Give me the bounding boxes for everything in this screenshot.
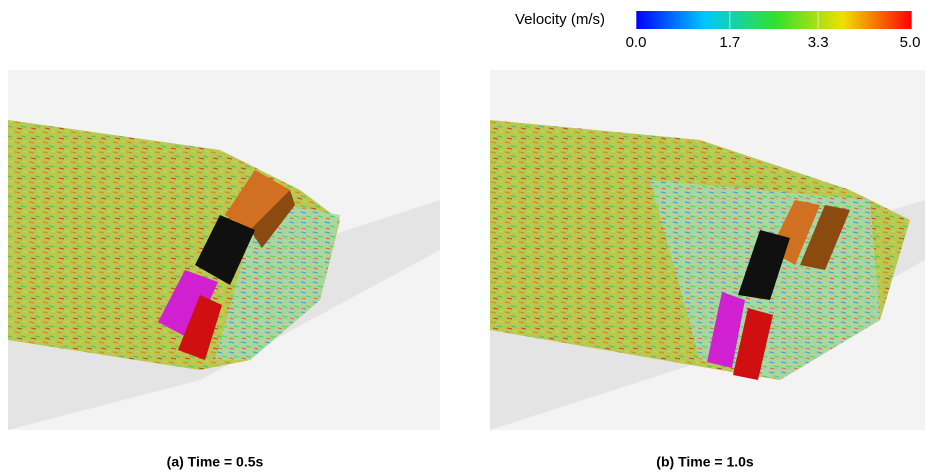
panel-a-image bbox=[8, 70, 440, 430]
colorbar-tick-label: 3.3 bbox=[808, 34, 829, 51]
colorbar-tick-label: 1.7 bbox=[719, 34, 740, 51]
panel-b-image bbox=[490, 70, 925, 430]
panel-caption: (a) Time = 0.5s bbox=[167, 454, 264, 470]
colorbar-label: Velocity (m/s) bbox=[515, 11, 605, 28]
panel-caption: (b) Time = 1.0s bbox=[656, 454, 754, 470]
colorbar bbox=[636, 11, 912, 29]
colorbar-tick-label: 5.0 bbox=[900, 34, 921, 51]
colorbar-tick-label: 0.0 bbox=[626, 34, 647, 51]
